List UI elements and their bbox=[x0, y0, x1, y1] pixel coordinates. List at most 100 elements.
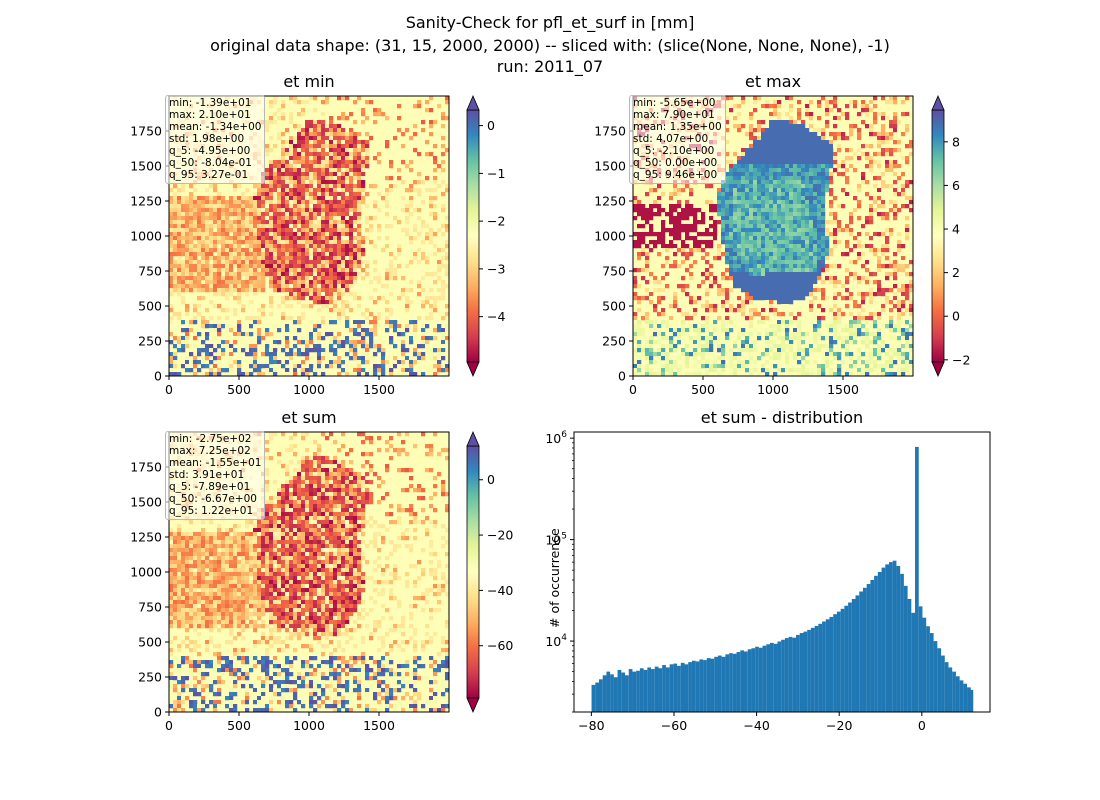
histogram-bar bbox=[892, 560, 897, 712]
histogram-bar bbox=[699, 659, 704, 712]
histogram-bar bbox=[874, 575, 878, 712]
histogram-bar bbox=[758, 647, 763, 712]
y-tick-label: 0 bbox=[154, 369, 162, 384]
stat-max: max: 7.90e+01 bbox=[633, 109, 715, 121]
histogram-bar bbox=[647, 667, 652, 712]
y-tick-label: 1250 bbox=[130, 530, 162, 545]
y-tick-label: 1250 bbox=[594, 194, 626, 209]
map-panel-1: 0 500 1000 1500 0 250 500 750 1000 1250 1500 1750 bbox=[594, 95, 914, 397]
y-tick-label: 0 bbox=[618, 369, 626, 384]
stat-mean: mean: -1.55e+01 bbox=[169, 457, 262, 469]
histogram-bar bbox=[807, 629, 811, 712]
colorbar-extend-min bbox=[466, 361, 480, 378]
histogram-bar bbox=[669, 664, 674, 712]
histogram-bar bbox=[967, 687, 971, 712]
stat-max: max: 2.10e+01 bbox=[169, 109, 251, 121]
colorbar-tick-label: −60 bbox=[487, 638, 513, 653]
histogram-bar bbox=[632, 671, 637, 712]
histogram-bar bbox=[729, 653, 733, 712]
histogram-bar bbox=[677, 665, 681, 712]
stat-q95: q_95: 1.22e+01 bbox=[169, 505, 254, 517]
histogram-bar bbox=[848, 602, 852, 712]
y-tick-label: 1750 bbox=[130, 460, 162, 475]
histogram-bar bbox=[595, 682, 599, 712]
stat-mean: mean: -1.34e+00 bbox=[169, 121, 262, 133]
y-tick-label: 500 bbox=[138, 635, 162, 650]
histogram-bar bbox=[762, 645, 767, 712]
histogram-bar bbox=[870, 580, 875, 712]
stat-max: max: 7.25e+02 bbox=[169, 445, 251, 457]
colorbar-tick-label: −4 bbox=[487, 309, 505, 324]
histogram-bar bbox=[736, 652, 741, 712]
colorbar-tick-label: −40 bbox=[487, 583, 513, 598]
histogram-bar bbox=[810, 627, 815, 712]
colorbar-extend-max bbox=[931, 94, 945, 111]
figure-title-line-3: run: 2011_07 bbox=[496, 57, 604, 76]
histogram-bar bbox=[922, 617, 927, 712]
histogram-bar bbox=[926, 626, 930, 712]
colorbar-extend-min bbox=[466, 697, 480, 714]
histogram-bar bbox=[777, 641, 782, 712]
histogram-bar bbox=[665, 667, 670, 712]
histogram-bar bbox=[885, 564, 889, 712]
histogram-bar bbox=[598, 679, 603, 712]
colorbar-tick-label: 0 bbox=[952, 309, 960, 324]
histogram-bar bbox=[613, 677, 618, 712]
histogram-bar bbox=[792, 637, 797, 712]
y-tick-label: 750 bbox=[138, 264, 162, 279]
colorbar-tick-label: 2 bbox=[952, 265, 960, 280]
histogram-bar bbox=[788, 636, 793, 712]
colorbar-extend-max bbox=[466, 430, 480, 447]
y-tick-label: 1500 bbox=[130, 495, 162, 510]
histogram-y-tick-label: 106 bbox=[545, 430, 567, 446]
histogram-bar bbox=[680, 662, 685, 712]
x-tick-label: 0 bbox=[629, 382, 637, 397]
colorbar-tick-label: 0 bbox=[487, 118, 495, 133]
y-tick-label: 1500 bbox=[130, 159, 162, 174]
y-tick-label: 1000 bbox=[130, 565, 162, 580]
histogram-bar bbox=[877, 571, 882, 712]
histogram-bar bbox=[773, 643, 778, 712]
stat-min: min: -5.65e+00 bbox=[633, 97, 716, 109]
histogram-bar bbox=[948, 667, 953, 712]
y-tick-label: 750 bbox=[138, 600, 162, 615]
histogram-bar bbox=[747, 649, 752, 712]
x-tick-label: 1000 bbox=[293, 718, 325, 733]
colorbar-tick-label: 6 bbox=[952, 178, 960, 193]
histogram-bar bbox=[941, 655, 945, 712]
histogram-bar bbox=[862, 587, 867, 712]
histogram-bar bbox=[859, 591, 863, 712]
y-tick-label: 500 bbox=[138, 299, 162, 314]
histogram-bar bbox=[915, 446, 919, 712]
stat-q5: q_5: -7.89e+01 bbox=[169, 481, 251, 493]
histogram-bar bbox=[851, 598, 856, 712]
histogram-axes: −80 −60 −40 −20 0 104 105 106 bbox=[545, 430, 991, 733]
histogram-bar bbox=[732, 653, 737, 712]
y-tick-label: 500 bbox=[602, 299, 626, 314]
panel-title-et-max: et max bbox=[744, 72, 802, 91]
histogram-x-tick-label: −20 bbox=[826, 718, 852, 733]
stat-std: std: 4.07e+00 bbox=[633, 133, 709, 145]
histogram-x-tick-label: −80 bbox=[578, 718, 604, 733]
histogram-bar bbox=[955, 676, 960, 712]
colorbar-tick-label: −2 bbox=[487, 214, 505, 229]
histogram-bar bbox=[784, 638, 789, 712]
panel-title-et-min: et min bbox=[283, 72, 335, 91]
histogram-bar bbox=[658, 668, 663, 712]
histogram-bar bbox=[929, 633, 934, 712]
histogram-bar bbox=[628, 669, 633, 712]
colorbar-extend-max bbox=[466, 94, 480, 111]
histogram-x-tick-label: −60 bbox=[661, 718, 687, 733]
x-tick-label: 500 bbox=[227, 718, 251, 733]
histogram-bar bbox=[714, 656, 718, 712]
stats-box-et-max: min: -5.65e+00 max: 7.90e+01 mean: 1.35e… bbox=[629, 95, 726, 184]
histogram-bar bbox=[636, 670, 640, 712]
stat-q50: q_50: -6.67e+00 bbox=[169, 493, 257, 505]
stat-q5: q_5: -2.10e+00 bbox=[633, 145, 715, 157]
colorbar-gradient bbox=[931, 109, 945, 363]
histogram-bar bbox=[688, 662, 692, 712]
histogram-bar bbox=[721, 656, 726, 712]
histogram-bar bbox=[654, 666, 659, 712]
y-tick-label: 0 bbox=[154, 705, 162, 720]
